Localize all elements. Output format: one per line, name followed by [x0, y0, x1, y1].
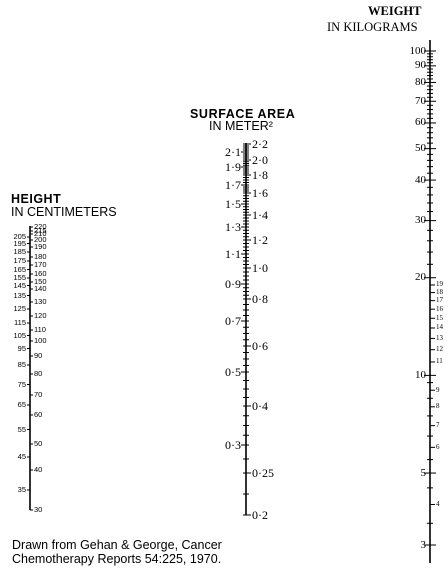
height-right-tick-label: 170 — [34, 260, 47, 270]
weight-minor-tick-label: 13 — [436, 333, 443, 342]
weight-minor-tick-label: 11 — [436, 357, 443, 366]
height-right-tick-label: 215 — [34, 226, 47, 236]
height-right-tick-label: 100 — [34, 336, 47, 346]
height-right-tick-label: 90 — [34, 351, 43, 361]
height-subtitle: IN CENTIMETERS — [11, 205, 117, 219]
height-left-tick-label: 115 — [14, 318, 26, 328]
weight-minor-tick-label: 19 — [436, 280, 443, 289]
weight-major-tick-label: 60 — [415, 116, 426, 129]
height-left-tick-label: 35 — [17, 485, 26, 495]
surface-area-right-tick-label: 0·4 — [252, 399, 268, 413]
surface-area-left-tick-label: 1·3 — [225, 220, 241, 234]
weight-major-tick-label: 70 — [415, 94, 426, 107]
weight-major-tick-label: 90 — [415, 59, 426, 72]
surface-area-right-tick-label: 0·6 — [252, 339, 268, 353]
height-right-tick-label: 40 — [34, 465, 43, 475]
surface-area-right-tick-label: 0·8 — [252, 292, 268, 306]
height-right-tick-label: 120 — [34, 311, 47, 321]
weight-major-tick-label: 10 — [415, 368, 426, 381]
weight-minor-tick-label: 18 — [436, 288, 443, 297]
height-right-tick-label: 220 — [34, 222, 47, 232]
weight-minor-tick-label: 6 — [436, 442, 440, 451]
height-left-tick-label: 175 — [13, 256, 26, 266]
height-right-tick-label: 110 — [34, 325, 46, 335]
surface-area-right-tick-label: 0·2 — [252, 508, 268, 522]
surface-area-right-tick-label: 1·0 — [252, 261, 268, 275]
weight-major-tick-label: 50 — [415, 142, 426, 155]
weight-minor-tick-label: 16 — [436, 304, 443, 313]
surface-area-right-tick-label: 2·2 — [252, 137, 268, 151]
source-caption: Drawn from Gehan & George, Cancer Chemot… — [12, 538, 312, 566]
height-right-tick-label: 80 — [34, 369, 43, 379]
weight-major-tick-label: 40 — [415, 173, 426, 186]
height-left-tick-label: 105 — [13, 330, 26, 340]
height-title: HEIGHT — [11, 192, 62, 206]
height-right-tick-label: 50 — [34, 439, 43, 449]
surface-area-title: SURFACE AREA — [190, 107, 296, 121]
height-right-tick-label: 140 — [34, 284, 47, 294]
weight-minor-tick-label: 4 — [436, 499, 440, 508]
surface-area-left-tick-label: 1·5 — [225, 197, 241, 211]
weight-major-tick-label: 3 — [420, 538, 427, 551]
height-right-tick-label: 130 — [34, 297, 47, 307]
surface-area-left-tick-label: 2·1 — [225, 145, 241, 159]
height-right-tick-label: 200 — [34, 235, 47, 245]
caption-line-1: Drawn from Gehan & George, Cancer — [12, 538, 222, 552]
weight-major-tick-label: 30 — [415, 214, 426, 227]
height-left-tick-label: 195 — [13, 238, 26, 248]
surface-area-left-tick-label: 1·1 — [225, 247, 241, 261]
height-right-tick-label: 60 — [34, 410, 43, 420]
weight-major-tick-label: 80 — [415, 75, 426, 88]
height-right-tick-label: 70 — [34, 390, 43, 400]
height-left-tick-label: 165 — [13, 264, 26, 274]
height-right-tick-label: 190 — [34, 242, 47, 252]
surface-area-left-tick-label: 1·9 — [225, 160, 241, 174]
height-left-tick-label: 55 — [17, 424, 26, 434]
weight-major-tick-label: 100 — [409, 44, 427, 57]
caption-line-2: Chemotherapy Reports 54:225, 1970. — [12, 552, 222, 566]
surface-area-left-tick-label: 1·7 — [225, 178, 241, 192]
height-left-tick-label: 85 — [17, 360, 26, 370]
surface-area-left-tick-label: 0·3 — [225, 438, 241, 452]
height-left-tick-label: 185 — [13, 247, 26, 257]
weight-minor-tick-label: 9 — [436, 385, 440, 394]
weight-minor-tick-label: 8 — [436, 402, 440, 411]
weight-minor-tick-label: 7 — [436, 421, 440, 430]
height-right-tick-label: 180 — [34, 252, 47, 262]
height-right-tick-label: 160 — [34, 269, 47, 279]
surface-area-left-tick-label: 0·5 — [225, 365, 241, 379]
weight-minor-tick-label: 17 — [436, 296, 443, 305]
surface-area-right-tick-label: 1·6 — [252, 186, 268, 200]
surface-area-right-tick-label: 1·8 — [252, 168, 268, 182]
height-left-tick-label: 145 — [13, 280, 26, 290]
surface-area-right-tick-label: 2·0 — [252, 153, 268, 167]
height-left-tick-label: 45 — [17, 452, 26, 462]
weight-minor-tick-label: 12 — [436, 345, 443, 354]
height-left-tick-label: 155 — [13, 273, 26, 283]
weight-major-tick-label: 5 — [420, 466, 427, 479]
scale-ticks — [27, 50, 436, 546]
weight-minor-tick-label: 15 — [436, 313, 443, 322]
surface-area-right-tick-label: 1·4 — [252, 208, 268, 222]
height-left-tick-label: 95 — [17, 343, 26, 353]
weight-subtitle: IN KILOGRAMS — [327, 20, 418, 34]
height-right-tick-label: 30 — [34, 505, 43, 515]
weight-minor-tick-label: 14 — [436, 323, 443, 332]
height-left-tick-label: 75 — [17, 379, 26, 389]
height-left-tick-label: 135 — [13, 290, 26, 300]
surface-area-left-tick-label: 0·7 — [225, 314, 241, 328]
surface-area-right-tick-label: 0·25 — [252, 466, 274, 480]
height-left-tick-label: 125 — [13, 304, 26, 314]
height-left-tick-label: 65 — [17, 400, 26, 410]
weight-title: WEIGHT — [368, 4, 422, 18]
surface-area-right-tick-label: 1·2 — [252, 233, 268, 247]
height-left-tick-label: 205 — [13, 232, 26, 242]
height-right-tick-label: 150 — [34, 277, 47, 287]
height-right-tick-label: 210 — [34, 229, 47, 239]
surface-area-left-tick-label: 0·9 — [225, 277, 241, 291]
weight-major-tick-label: 20 — [415, 271, 426, 284]
surface-area-subtitle: IN METER² — [209, 119, 273, 133]
